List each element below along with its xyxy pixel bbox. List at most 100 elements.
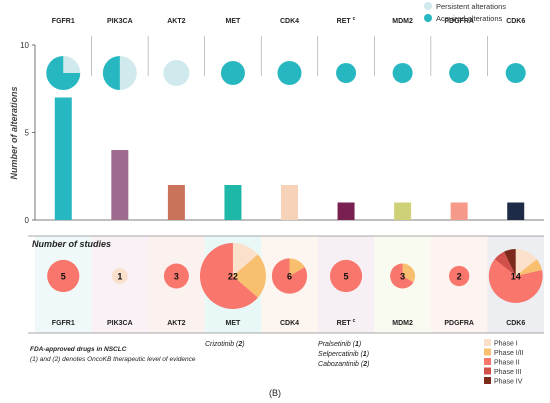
study-pie-cdk6-slice-2 <box>488 259 543 303</box>
gene-label-bottom-mdm2: MDM2 <box>392 320 413 327</box>
alteration-pie-ret-slice-1 <box>336 63 357 83</box>
bar-fgfr1 <box>54 97 72 220</box>
study-pie-cdk6-slice-1 <box>515 259 542 276</box>
study-pie-mdm2 <box>390 263 416 289</box>
alteration-pie-mdm2-slice-1 <box>392 63 413 83</box>
study-count-cdk6: 14 <box>511 272 521 282</box>
alteration-pie-pdgfra <box>449 63 470 83</box>
gene-label-top-met: MET <box>226 18 242 25</box>
study-pie-mdm2-slice-1 <box>402 263 416 283</box>
study-pie-akt2 <box>163 263 189 289</box>
drug-text-part: ) <box>366 361 369 368</box>
alteration-pie-cdk6 <box>505 63 526 83</box>
gene-label-bottom-fgfr1: FGFR1 <box>52 320 75 327</box>
study-count-met: 22 <box>228 272 238 282</box>
study-pie-fgfr1 <box>47 259 80 293</box>
alteration-pie-akt2 <box>163 60 190 86</box>
footnote-line2: (1) and (2) denotes OncoKB therapeutic l… <box>30 356 196 363</box>
alteration-pie-cdk4 <box>277 61 302 85</box>
alteration-pie-ret <box>336 63 357 83</box>
legend-swatch-phase-iii <box>484 367 491 375</box>
gene-label-bottom-pik3ca: PIK3CA <box>107 320 133 327</box>
bar-pdgfra <box>450 202 468 220</box>
study-pie-fgfr1-slice-2 <box>47 259 80 293</box>
bar-cdk6 <box>507 202 525 220</box>
legend-label-acquired: Acquired alterations <box>436 14 503 23</box>
drug-text-part: 2 <box>237 341 242 348</box>
study-pie-pik3ca <box>111 268 128 284</box>
study-count-cdk4: 6 <box>287 272 292 282</box>
alteration-pie-akt2-slice-0 <box>163 60 190 86</box>
gene-superscript: c <box>353 318 356 324</box>
y-ticks: 0 5 10 <box>20 41 35 225</box>
y-tick-label: 5 <box>25 129 30 138</box>
drug-text-part: Cabozantinib ( <box>318 361 364 368</box>
bar-mdm2 <box>394 202 412 220</box>
gene-label-top-cdk6: CDK6 <box>506 18 525 25</box>
study-pie-ret <box>329 259 363 293</box>
alteration-pie-met <box>220 61 245 85</box>
study-pies: 5 1 3 22 6 5 3 2 14 <box>47 242 543 310</box>
study-pie-cdk6-slice-3 <box>494 251 516 276</box>
legend-swatch-persistent <box>424 2 432 10</box>
study-count-ret: 5 <box>344 272 349 282</box>
alteration-pie-fgfr1-slice-1 <box>46 56 81 90</box>
drug-text-part: ) <box>366 351 369 358</box>
drug-text-part: 1 <box>363 351 367 358</box>
study-pie-cdk4-slice-1 <box>289 258 305 276</box>
gene-label-top-akt2: AKT2 <box>167 18 185 25</box>
legend-swatch-phase-ii <box>484 358 491 365</box>
gene-label-bottom-akt2: AKT2 <box>167 320 185 327</box>
drug-pralsetinib-1: Pralsetinib (1) <box>318 341 361 348</box>
column-dividers <box>91 36 488 76</box>
y-tick-label: 10 <box>20 41 29 50</box>
study-pie-cdk6-slice-0 <box>515 249 537 276</box>
legend-phase: Phase I Phase I/II Phase II Phase III Phase … <box>484 339 524 386</box>
alteration-pie-fgfr1-slice-0 <box>63 56 81 73</box>
column-bg-pik3ca <box>91 236 149 333</box>
drug-text-part: Pralsetinib ( <box>318 341 356 348</box>
y-axis-label: Number of alterations <box>9 86 19 179</box>
fda-drugs: Crizotinib (2) Pralsetinib (1)Selpercatin… <box>205 341 370 368</box>
legend-label-persistent: Persistent alterations <box>436 2 506 11</box>
alteration-pie-fgfr1 <box>46 56 81 90</box>
alteration-pie-cdk6-slice-1 <box>505 63 526 83</box>
legend-label-phase-i: Phase I <box>494 341 518 348</box>
alteration-pie-mdm2 <box>392 63 413 83</box>
drug-text-part: ) <box>358 341 361 348</box>
bar-cdk4 <box>281 185 298 220</box>
gene-labels-bottom: FGFR1 PIK3CA AKT2 MET CDK4 RET c MDM2 PDGFRA CDK6 <box>52 318 526 327</box>
study-pie-met <box>199 242 266 310</box>
legend-swatch-phase-iv <box>484 377 491 384</box>
legend-swatch-phase-i <box>484 339 491 346</box>
alteration-pies <box>46 56 526 90</box>
study-count-pik3ca: 1 <box>117 272 122 282</box>
gene-label-top-mdm2: MDM2 <box>392 18 413 25</box>
gene-label-top-cdk4: CDK4 <box>280 18 299 25</box>
bars <box>54 97 525 220</box>
gene-labels-top: FGFR1 PIK3CA AKT2 MET CDK4 RET c MDM2 PDGFRA CDK6 <box>52 16 526 25</box>
bar-met <box>224 185 242 220</box>
alteration-pie-pdgfra-slice-1 <box>449 63 470 83</box>
study-pie-cdk6 <box>488 249 543 303</box>
study-count-mdm2: 3 <box>400 272 405 282</box>
legend-label-phase-iv: Phase IV <box>494 379 523 386</box>
gene-label-bottom-cdk6: CDK6 <box>506 320 525 327</box>
study-count-fgfr1: 5 <box>61 272 66 282</box>
drug-text-part: ) <box>241 341 244 348</box>
drug-text-part: Crizotinib ( <box>205 341 239 348</box>
drug-cabozantinib-2: Cabozantinib (2) <box>318 361 369 368</box>
study-count-pdgfra: 2 <box>457 272 462 282</box>
study-pie-met-slice-2 <box>199 242 258 310</box>
study-count-akt2: 3 <box>174 272 179 282</box>
study-pie-met-slice-0 <box>232 243 258 276</box>
alteration-pie-pik3ca-slice-1 <box>102 56 120 90</box>
y-tick-label: 0 <box>25 216 30 225</box>
drug-selpercatinib-1: Selpercatinib (1) <box>318 351 369 358</box>
drug-crizotinib-2: Crizotinib (2) <box>205 341 245 348</box>
study-pie-cdk4-slice-2 <box>271 258 308 294</box>
bar-akt2 <box>167 185 185 220</box>
study-pie-pik3ca-slice-0 <box>111 268 128 284</box>
bar-pik3ca <box>111 150 129 220</box>
